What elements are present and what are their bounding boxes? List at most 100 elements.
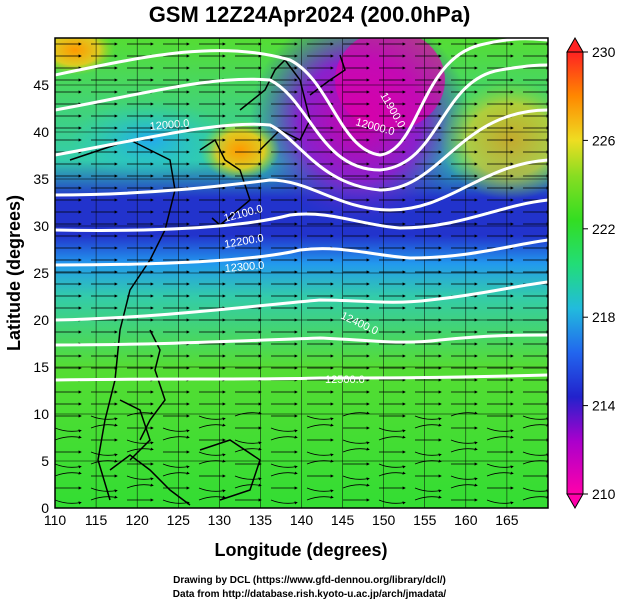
wind-field: 11900.0 12000.0 12000.0 12100.0 12200.0 … bbox=[55, 38, 548, 508]
streamline bbox=[378, 471, 406, 477]
y-tick-label: 20 bbox=[33, 312, 49, 328]
streamline bbox=[450, 439, 478, 445]
streamline bbox=[270, 463, 298, 469]
streamline bbox=[486, 499, 514, 505]
streamline bbox=[162, 427, 190, 433]
streamline bbox=[342, 439, 370, 445]
y-tick-label: 30 bbox=[33, 218, 49, 234]
streamline bbox=[486, 463, 514, 469]
x-axis: 110 115 120 125 130 135 140 145 150 155 160 165 bbox=[44, 512, 519, 528]
contour-label: 12000.0 bbox=[149, 118, 190, 133]
colorbar-tick-label: 222 bbox=[592, 221, 616, 237]
streamline bbox=[90, 451, 118, 457]
streamline bbox=[342, 475, 370, 481]
streamline bbox=[90, 415, 118, 421]
colorbar-tick-label: 218 bbox=[592, 309, 616, 325]
y-tick-label: 5 bbox=[41, 453, 49, 469]
x-tick-label: 115 bbox=[85, 512, 108, 528]
x-tick-label: 155 bbox=[413, 512, 437, 528]
streamline bbox=[126, 475, 154, 481]
streamline bbox=[486, 427, 514, 433]
streamline bbox=[198, 415, 226, 421]
streamline bbox=[55, 435, 82, 441]
x-tick-label: 165 bbox=[495, 512, 519, 528]
y-tick-label: 0 bbox=[41, 500, 49, 516]
streamline bbox=[522, 415, 548, 421]
streamline bbox=[414, 487, 442, 493]
streamline bbox=[234, 447, 262, 453]
streamline bbox=[378, 427, 406, 433]
streamline bbox=[414, 415, 442, 421]
streamline bbox=[55, 499, 82, 505]
streamline bbox=[306, 423, 334, 429]
x-tick-label: 130 bbox=[208, 512, 232, 528]
streamline bbox=[162, 435, 190, 441]
colorbar: 230 226 222 218 214 210 bbox=[566, 36, 616, 510]
streamline bbox=[55, 471, 82, 477]
x-tick-label: 125 bbox=[167, 512, 191, 528]
streamline bbox=[90, 487, 118, 493]
x-tick-label: 110 bbox=[44, 512, 67, 528]
streamline bbox=[342, 447, 370, 453]
x-axis-label: Longitude (degrees) bbox=[214, 540, 387, 560]
streamline bbox=[198, 487, 226, 493]
streamline bbox=[522, 495, 548, 501]
streamline bbox=[342, 411, 370, 417]
streamline bbox=[306, 451, 334, 457]
streamline bbox=[55, 427, 82, 433]
contour-label: 12500.0 bbox=[325, 374, 365, 386]
streamline bbox=[486, 471, 514, 477]
streamline bbox=[234, 439, 262, 445]
streamline bbox=[342, 483, 370, 489]
plot-frame bbox=[54, 37, 549, 509]
streamline bbox=[450, 411, 478, 417]
y-tick-label: 15 bbox=[33, 359, 49, 375]
streamline bbox=[270, 499, 298, 505]
streamline bbox=[126, 483, 154, 489]
streamline bbox=[162, 471, 190, 477]
streamline bbox=[522, 451, 548, 457]
height-contours bbox=[55, 38, 548, 382]
streamline bbox=[306, 415, 334, 421]
streamline bbox=[126, 411, 154, 417]
streamline bbox=[198, 423, 226, 429]
streamline bbox=[198, 451, 226, 457]
streamline bbox=[414, 451, 442, 457]
colorbar-tick-label: 226 bbox=[592, 132, 616, 148]
y-tick-label: 40 bbox=[33, 124, 49, 140]
x-tick-label: 160 bbox=[454, 512, 478, 528]
streamline bbox=[450, 483, 478, 489]
y-tick-label: 45 bbox=[33, 77, 49, 93]
streamline bbox=[162, 463, 190, 469]
x-tick-label: 135 bbox=[249, 512, 273, 528]
streamline bbox=[234, 475, 262, 481]
streamline bbox=[126, 447, 154, 453]
streamline bbox=[306, 495, 334, 501]
streamline bbox=[522, 487, 548, 493]
streamline bbox=[378, 435, 406, 441]
credit-drawing: Drawing by DCL (https://www.gfd-dennou.o… bbox=[173, 575, 446, 586]
map-title: GSM 12Z24Apr2024 (200.0hPa) bbox=[148, 2, 471, 27]
streamline bbox=[522, 423, 548, 429]
streamline bbox=[270, 435, 298, 441]
y-tick-label: 25 bbox=[33, 265, 49, 281]
y-axis-label: Latitude (degrees) bbox=[4, 195, 24, 351]
streamline bbox=[450, 447, 478, 453]
streamline bbox=[486, 435, 514, 441]
contour-label: 12300.0 bbox=[224, 260, 265, 275]
x-tick-label: 145 bbox=[331, 512, 355, 528]
colorbar-tick-label: 230 bbox=[592, 44, 616, 60]
streamline bbox=[378, 499, 406, 505]
streamline bbox=[270, 471, 298, 477]
streamline bbox=[306, 487, 334, 493]
colorbar-tick-label: 210 bbox=[592, 486, 616, 502]
x-tick-label: 150 bbox=[372, 512, 396, 528]
y-tick-label: 35 bbox=[33, 171, 49, 187]
streamline bbox=[198, 495, 226, 501]
colorbar-tick-label: 214 bbox=[592, 398, 616, 414]
streamline bbox=[378, 463, 406, 469]
y-tick-label: 10 bbox=[33, 406, 49, 422]
streamline bbox=[234, 411, 262, 417]
streamline bbox=[126, 439, 154, 445]
